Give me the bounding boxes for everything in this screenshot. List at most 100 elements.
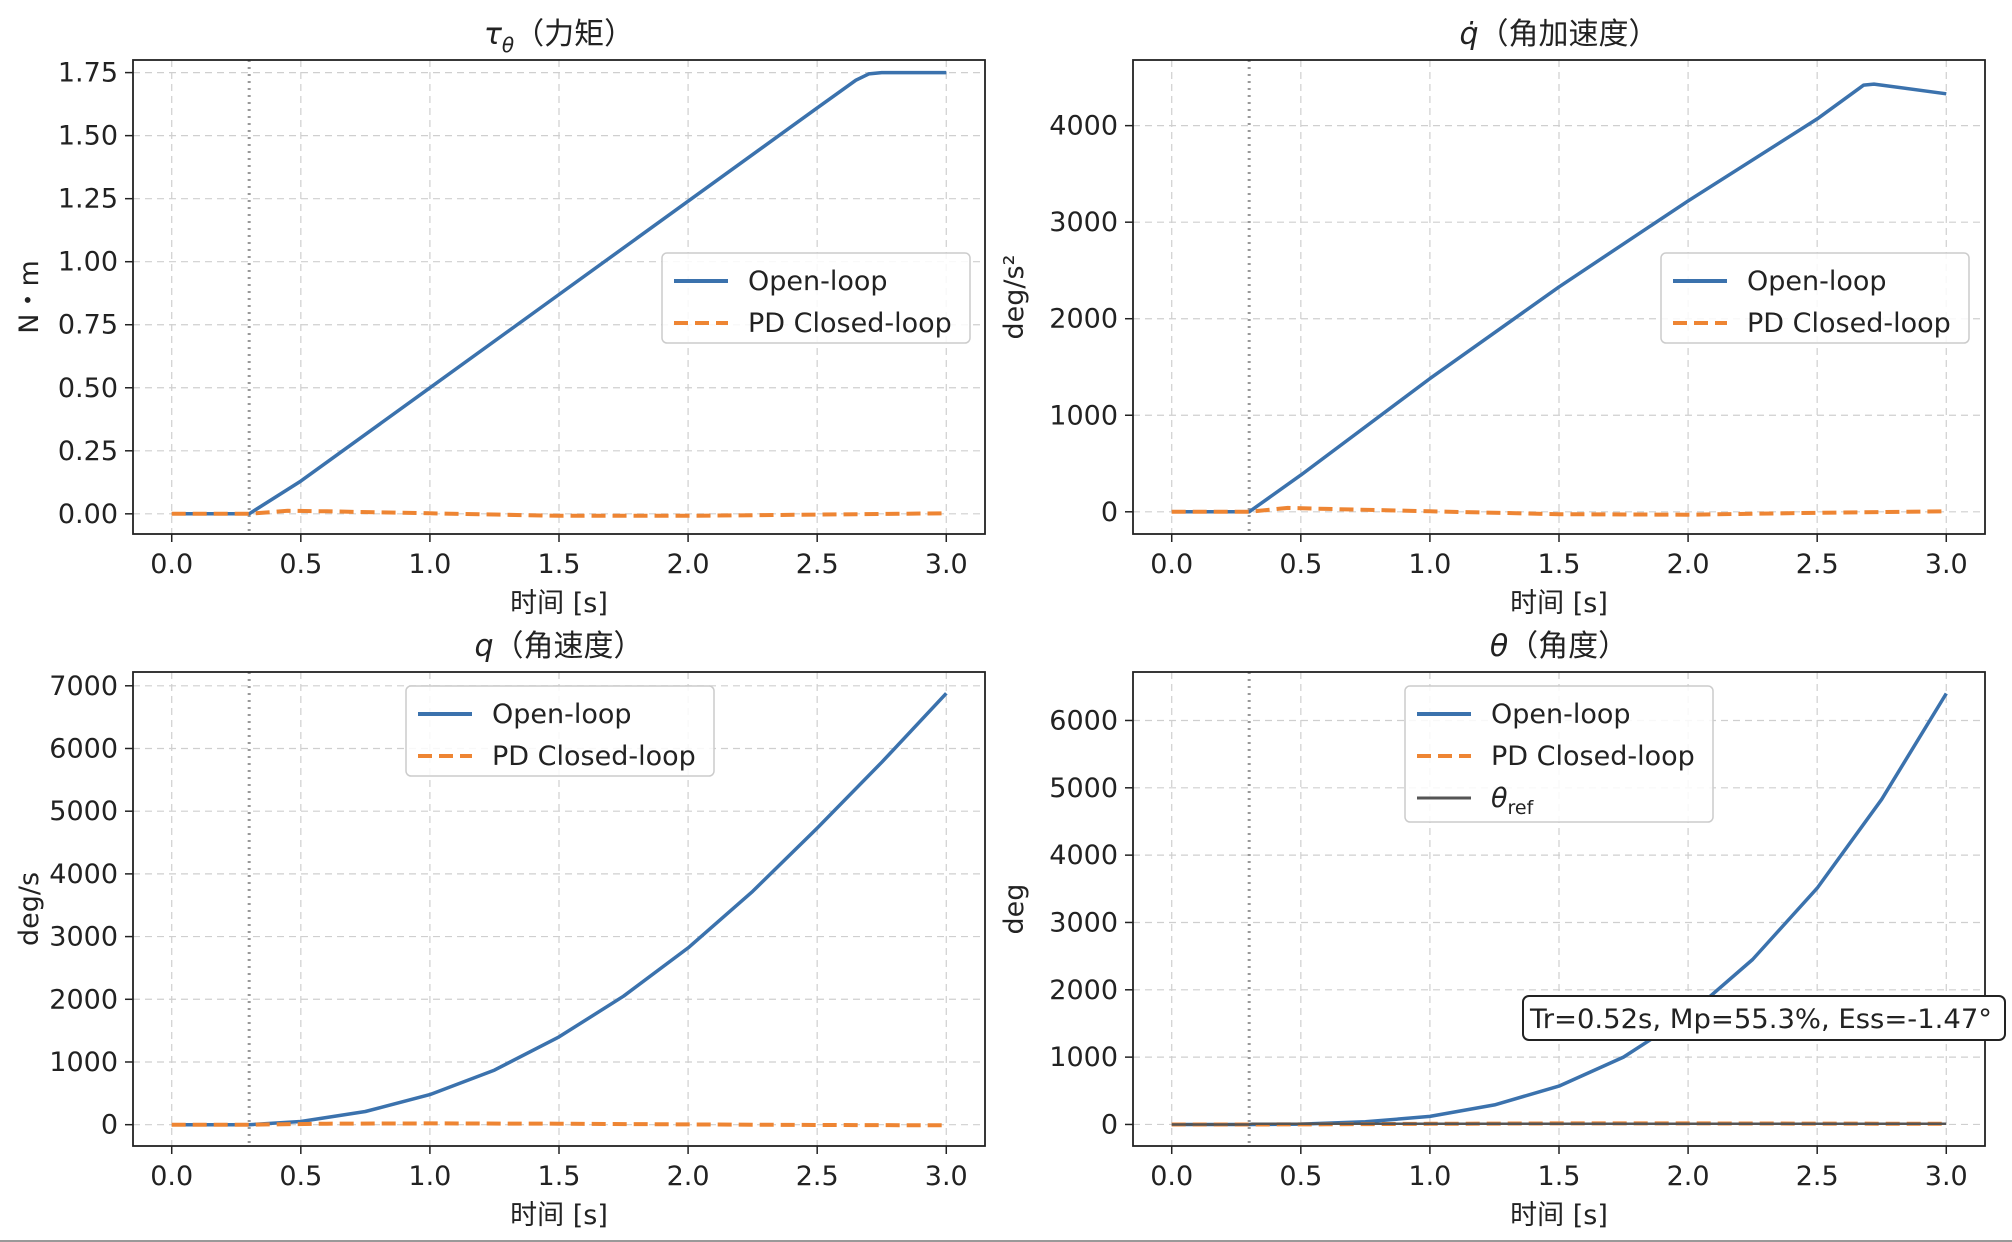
metrics-annotation: Tr=0.52s, Mp=55.3%, Ess=-1.47° [1522,995,2006,1041]
x-tick-label: 2.5 [796,1161,839,1192]
y-tick-label: 1000 [49,1047,118,1078]
y-tick-label: 0.75 [58,310,118,341]
chart-title-symbol: τ [484,17,503,52]
series-line-open-loop [171,692,948,1127]
x-tick-label: 3.0 [1925,1161,1968,1192]
legend-label: Open-loop [492,699,632,730]
chart-title-text: （角加速度） [1479,17,1659,52]
y-tick-label: 1000 [1049,400,1118,431]
y-tick-label: 1.75 [58,58,118,89]
y-tick-label: 2000 [1049,975,1118,1006]
chart-title: θ（角度） [1490,629,1628,664]
legend-label: PD Closed-loop [492,741,696,772]
x-tick-label: 3.0 [1925,549,1968,580]
legend-entry: Open-loop [418,699,632,730]
legend-label: Open-loop [1747,266,1887,297]
legend-entry: PD Closed-loop [1673,308,1951,339]
x-tick-label: 2.5 [796,549,839,580]
y-tick-label: 7000 [49,671,118,702]
y-tick-label: 3000 [1049,907,1118,938]
y-tick-label: 2000 [49,984,118,1015]
x-tick-label: 3.0 [925,1161,968,1192]
legend-entry: PD Closed-loop [1417,741,1695,772]
legend-box [1404,685,1714,823]
y-tick-label: 0 [1101,1109,1118,1140]
subplot-2: 0.0 0.5 1.0 1.5 2.0 2.5 3.0 0 1000 2000 3000 4000 q̇… [999,17,1986,619]
x-tick-label: 1.5 [538,1161,581,1192]
x-axis-label: 时间 [s] [1510,1200,1608,1231]
y-tick-label: 1.00 [58,247,118,278]
y-axis-label: N・m [14,260,45,334]
subplot-4: 0.0 0.5 1.0 1.5 2.0 2.5 3.0 0 1000 2000 3000 4000 50… [999,629,2006,1231]
y-tick-label: 6000 [49,733,118,764]
legend-entry: PD Closed-loop [674,308,952,339]
y-tick-label: 6000 [1049,705,1118,736]
legend-entry: Open-loop [1673,266,1887,297]
annotation-text: Tr=0.52s, Mp=55.3%, Ess=-1.47° [1529,1004,1992,1035]
legend-entry: Open-loop [1417,699,1631,730]
legend-label: PD Closed-loop [1747,308,1951,339]
x-tick-label: 0.0 [1150,1161,1193,1192]
legend-entry: PD Closed-loop [418,741,696,772]
series-line-pd-closed-loop [171,1121,947,1128]
legend-label: PD Closed-loop [748,308,952,339]
x-tick-label: 1.5 [1538,1161,1581,1192]
subplot-3: 0.0 0.5 1.0 1.5 2.0 2.5 3.0 0 1000 2000 3000 4000 50… [14,629,986,1231]
x-axis-label: 时间 [s] [1510,588,1608,619]
y-tick-label: 1.50 [58,121,118,152]
y-tick-label: 4000 [49,859,118,890]
series-line-pd-closed-loop [171,508,947,518]
chart-title: q（角速度） [474,629,643,664]
x-tick-label: 2.0 [1667,1161,1710,1192]
legend-entry: θref [1417,783,1535,819]
x-tick-label: 0.0 [1150,549,1193,580]
legend-box [661,252,971,344]
legend-entry: Open-loop [674,266,888,297]
y-tick-label: 0 [101,1110,118,1141]
y-tick-label: 3000 [49,922,118,953]
x-tick-label: 3.0 [925,549,968,580]
series-line-open-loop [171,70,947,516]
x-tick-label: 1.0 [408,1161,451,1192]
y-tick-label: 0.50 [58,373,118,404]
x-tick-label: 2.0 [1667,549,1710,580]
y-tick-label: 5000 [1049,773,1118,804]
chart-title-text: （角速度） [494,629,644,664]
x-axis-label: 时间 [s] [510,588,608,619]
x-tick-label: 0.5 [1279,549,1322,580]
x-tick-label: 2.5 [1796,549,1839,580]
x-tick-label: 1.0 [1408,549,1451,580]
x-tick-label: 0.5 [279,549,322,580]
x-tick-label: 0.5 [1279,1161,1322,1192]
series-line-θref [1171,1122,1947,1126]
chart-title: τθ（力矩） [484,17,634,57]
x-tick-label: 1.5 [1538,549,1581,580]
legend-label: PD Closed-loop [1491,741,1695,772]
legend-label: θref [1491,783,1535,819]
y-tick-label: 1.25 [58,184,118,215]
legend-box [405,685,715,777]
x-tick-label: 1.0 [408,549,451,580]
x-tick-label: 2.0 [667,549,710,580]
series-line-open-loop [1171,82,1947,514]
y-axis-label: deg/s [14,872,45,946]
x-tick-label: 0.0 [150,1161,193,1192]
x-tick-label: 1.0 [1408,1161,1451,1192]
y-tick-label: 0.00 [58,499,118,530]
chart-title-subscript: θ [502,33,514,57]
x-tick-label: 2.5 [1796,1161,1839,1192]
x-tick-label: 0.5 [279,1161,322,1192]
y-tick-label: 5000 [49,796,118,827]
x-tick-label: 0.0 [150,549,193,580]
chart-title-symbol: θ [1490,629,1508,664]
x-tick-label: 1.5 [538,549,581,580]
y-tick-label: 0 [1101,497,1118,528]
chart-title-symbol: q̇ [1459,17,1478,52]
y-tick-label: 4000 [1049,840,1118,871]
chart-title-text: （力矩） [514,17,634,52]
x-axis-label: 时间 [s] [510,1200,608,1231]
y-tick-label: 2000 [1049,304,1118,335]
chart-title: q̇（角加速度） [1459,17,1658,52]
subplot-1: 0.0 0.5 1.0 1.5 2.0 2.5 3.0 0.00 0.25 0.50 0.75 1.0… [14,17,986,619]
